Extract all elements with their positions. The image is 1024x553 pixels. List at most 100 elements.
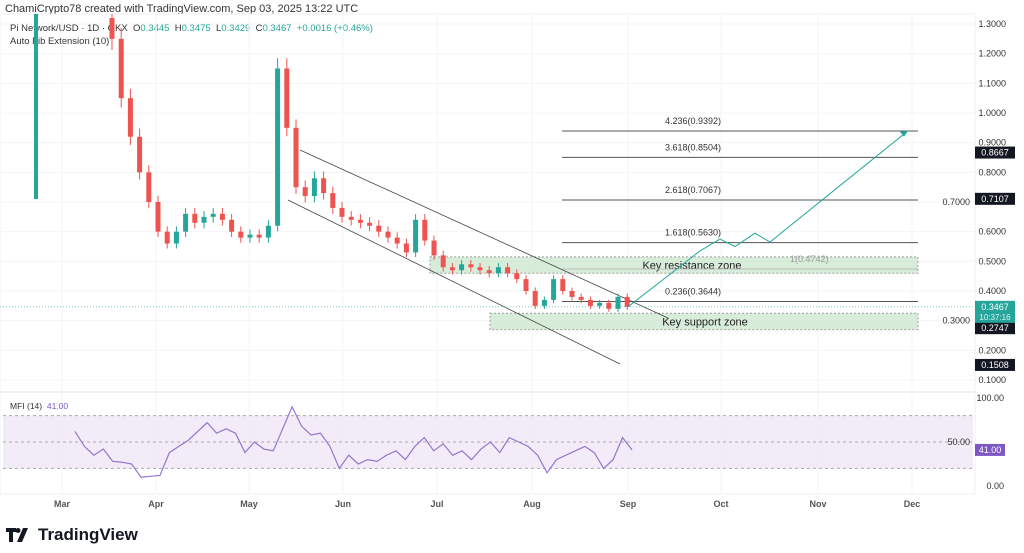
x-tick-label: Nov <box>809 499 826 509</box>
candle <box>523 275 529 295</box>
candle-body <box>514 273 520 280</box>
candle-body <box>229 219 235 232</box>
candle-body <box>541 299 547 306</box>
low-label: L <box>215 23 222 34</box>
candle <box>173 226 179 249</box>
mfi-band <box>3 415 973 469</box>
candle-body <box>422 219 428 241</box>
indicator-label[interactable]: Auto Fib Extension (10) <box>10 36 110 47</box>
candle-body <box>560 279 566 291</box>
candle <box>413 214 419 258</box>
candle <box>210 207 216 223</box>
candle-body <box>302 187 308 197</box>
fib-level-label: 3.618(0.8504) <box>665 142 721 152</box>
fib-level-label: 1.618(0.5630) <box>665 228 721 238</box>
candle <box>385 226 391 243</box>
x-tick-label: Sep <box>620 499 637 509</box>
x-tick-label: Jun <box>335 499 351 509</box>
candle-body <box>330 193 336 208</box>
candle <box>551 275 557 304</box>
candle <box>431 235 437 261</box>
candle-body <box>256 234 262 238</box>
symbol-legend: Pi Network/USD · 1D · OKX O0.3445 H0.347… <box>10 22 373 48</box>
candle-body <box>210 213 216 217</box>
symbol-name[interactable]: Pi Network/USD · 1D · OKX <box>10 23 128 34</box>
price-tick-label: 1.2000 <box>978 49 1006 59</box>
candle <box>587 296 593 309</box>
candle-body <box>624 296 630 307</box>
candle-body <box>468 264 474 268</box>
candle <box>321 171 327 200</box>
open-label: O <box>133 23 141 34</box>
candle-body <box>440 255 446 268</box>
x-tick-label: May <box>240 499 258 509</box>
high-label: H <box>174 23 182 34</box>
candle-body <box>505 267 511 274</box>
candle <box>192 207 198 229</box>
candle <box>127 88 133 145</box>
candle <box>440 250 446 272</box>
candle <box>468 259 474 272</box>
tradingview-logo-text: TradingView <box>38 525 138 544</box>
price-tick-label: 1.0000 <box>978 108 1006 118</box>
x-tick-label: Dec <box>904 499 921 509</box>
candle <box>376 220 382 238</box>
zone-label: Key resistance zone <box>642 260 741 272</box>
candle-body <box>348 216 354 220</box>
candle-body <box>247 234 253 238</box>
channel-upper-line <box>299 149 669 319</box>
price-tag <box>975 358 1015 371</box>
price-chart[interactable]: Mar Apr May Jun Jul Aug Sep Oct Nov Dec 1.3000 1.20… <box>0 0 1024 520</box>
candle-body <box>376 225 382 232</box>
candle-body <box>265 225 271 238</box>
candle <box>155 195 161 238</box>
tradingview-logo: TradingView <box>6 525 138 545</box>
fib-level-label: 1(0.4742) <box>790 254 829 264</box>
candle-body <box>459 264 465 271</box>
current-price-tag <box>975 300 1015 323</box>
current-price-value: 0.3467 <box>981 302 1009 312</box>
candle-body <box>192 213 198 223</box>
candle <box>578 293 584 304</box>
channel-lower-line <box>287 199 621 365</box>
candle <box>597 299 603 309</box>
change-value: +0.0016 (+0.46%) <box>296 23 373 34</box>
candle-body <box>597 302 603 306</box>
candle <box>293 119 299 194</box>
price-tag <box>975 192 1015 205</box>
candle-body <box>403 243 409 253</box>
candle <box>146 165 152 209</box>
x-tick-label: Oct <box>713 499 728 509</box>
candle <box>348 211 354 226</box>
candle <box>477 262 483 275</box>
mfi-value-tag-label: 41.00 <box>979 445 1002 455</box>
candle-body <box>34 14 38 200</box>
candle <box>265 220 271 243</box>
candle <box>183 207 189 238</box>
candle <box>164 226 170 249</box>
candle <box>449 262 455 275</box>
candle-body <box>615 296 621 309</box>
candle <box>256 229 262 243</box>
price-tag <box>975 146 1015 159</box>
price-tag <box>975 322 1015 335</box>
price-tick-label: 0.1000 <box>978 375 1006 385</box>
x-tick-label: Mar <box>54 499 71 509</box>
chart-credit: ChamiCrypto78 created with TradingView.c… <box>5 3 359 15</box>
candle-body <box>367 222 373 226</box>
candle-body <box>431 240 437 256</box>
candle-body <box>127 98 133 137</box>
candle-body <box>477 267 483 271</box>
candle-body <box>293 127 299 188</box>
candle <box>459 259 465 275</box>
candle-body <box>118 38 124 99</box>
candle <box>118 27 124 108</box>
price-tick-label: 0.7000 <box>942 197 970 207</box>
tradingview-logo-icon <box>6 528 28 542</box>
candle-body <box>606 302 612 309</box>
candle <box>109 14 115 50</box>
candle-body <box>321 178 327 194</box>
x-tick-label: Aug <box>523 499 541 509</box>
price-tick-label: 1.1000 <box>978 78 1006 88</box>
candle <box>367 217 373 232</box>
